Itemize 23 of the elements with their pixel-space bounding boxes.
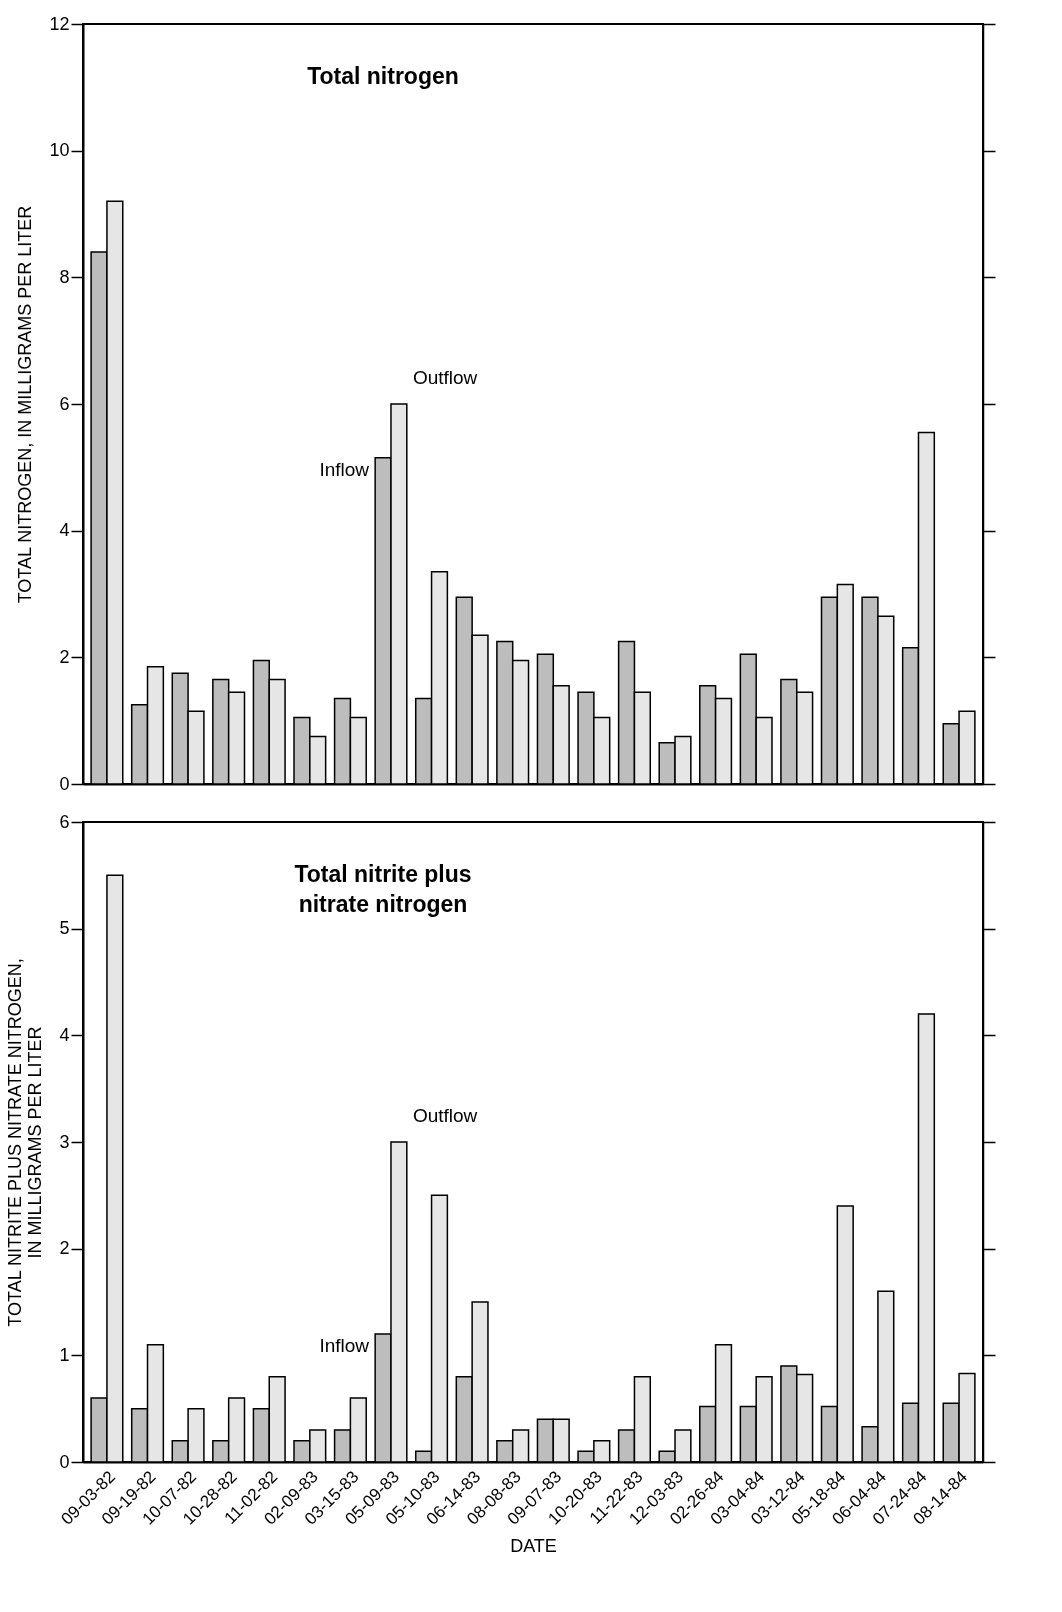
y-tick-label: 12: [49, 13, 70, 34]
series-label: Outflow: [412, 367, 478, 388]
text: Total nitrite plus nitrate nitrogen: [294, 861, 472, 917]
y-tick-label: 0: [59, 1451, 70, 1472]
y-tick-label: 4: [59, 520, 70, 541]
y-tick-label: 2: [59, 1238, 70, 1259]
y-tick-label: 3: [59, 1131, 70, 1152]
y-tick-label: 1: [59, 1344, 70, 1365]
y-tick-label: 6: [59, 393, 70, 414]
y-tick-label: 8: [59, 266, 70, 287]
series-label: Inflow: [319, 458, 370, 480]
y-tick-label: 4: [59, 1024, 70, 1045]
text: Total nitrogen: [307, 63, 459, 89]
y-tick-label: 5: [59, 918, 70, 939]
y-tick-label: 10: [49, 140, 70, 161]
series-label: Outflow: [412, 1105, 478, 1126]
x-axis-title: DATE: [510, 1535, 557, 1556]
y-tick-label: 2: [59, 646, 70, 667]
y-tick-label: 0: [59, 773, 70, 794]
y-tick-label: 6: [59, 811, 70, 832]
y-axis-title: TOTAL NITRITE PLUS NITRATE NITROGEN, IN MILLIGRAMS PER LITER: [5, 958, 46, 1327]
series-label: Inflow: [319, 1335, 370, 1356]
y-axis-title: TOTAL NITROGEN, IN MILLIGRAMS PER LITER: [15, 205, 36, 604]
